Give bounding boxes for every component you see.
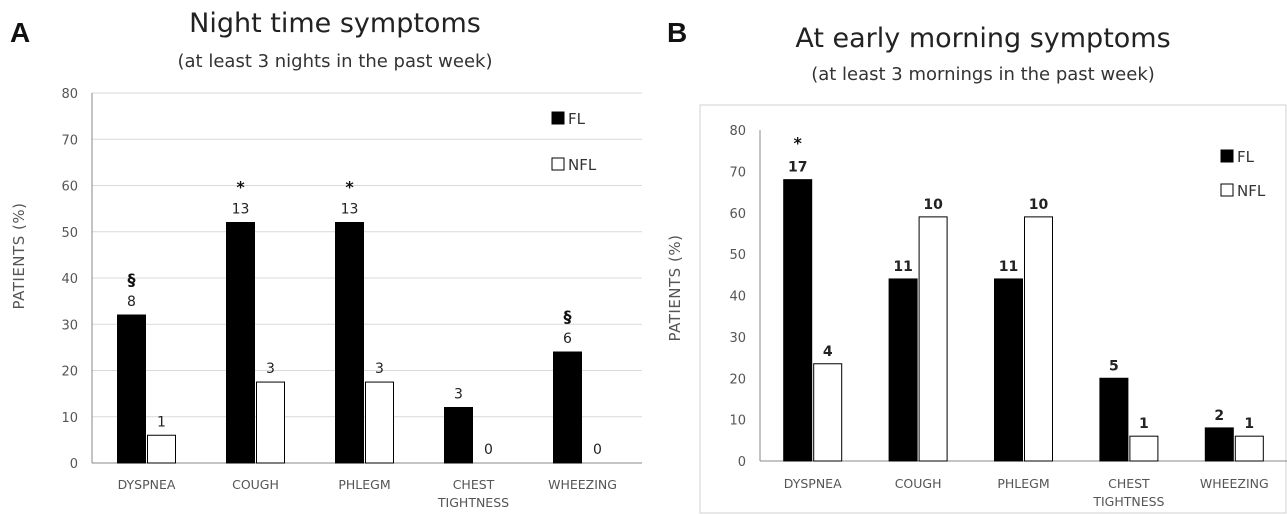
panel-a-bar-nfl xyxy=(147,434,176,464)
panel-a-y-tick-label: 10 xyxy=(61,411,78,426)
panel-b-data-label-fl: 2 xyxy=(1214,408,1224,424)
panel-b-y-tick-label: 20 xyxy=(729,372,746,387)
panel-a-title: Night time symptoms xyxy=(189,8,481,39)
panel-a-bar-nfl xyxy=(256,381,285,464)
panel-b-category-label: DYSPNEA xyxy=(784,476,842,491)
panel-a-legend-swatch-fl xyxy=(551,111,565,125)
panel-b-category-label: TIGHTNESS xyxy=(1092,494,1164,509)
panel-a-category-label: PHLEGM xyxy=(338,477,390,492)
panel-b-y-tick-label: 70 xyxy=(729,165,746,180)
panel-a-significance-mark: * xyxy=(236,178,245,197)
panel-b-y-tick-label: 60 xyxy=(729,207,746,222)
panel-b-data-label-nfl: 1 xyxy=(1139,416,1149,432)
panel-a-y-tick-label: 60 xyxy=(61,180,78,195)
panel-b-data-label-nfl: 1 xyxy=(1244,416,1254,432)
panel-a-y-tick-label: 20 xyxy=(61,365,78,380)
panel-b-y-tick-label: 0 xyxy=(738,455,746,470)
panel-a-letter: A xyxy=(10,17,30,48)
panel-a-y-tick-label: 80 xyxy=(61,87,78,102)
panel-a-y-tick-label: 30 xyxy=(61,318,78,333)
panel-b-bar-nfl xyxy=(918,216,948,462)
panel-b-data-label-fl: 5 xyxy=(1109,358,1119,374)
panel-b-y-tick-label: 30 xyxy=(729,331,746,346)
panel-b-bar-fl xyxy=(888,278,918,462)
panel-b-legend-swatch-nfl xyxy=(1220,183,1234,197)
panel-a-category-label: CHEST xyxy=(453,477,495,492)
panel-b-data-label-fl: 11 xyxy=(999,259,1018,275)
panel-a-bar-fl xyxy=(444,407,473,464)
panel-a-data-label-nfl: 0 xyxy=(593,442,602,458)
panel-a-significance-mark: § xyxy=(564,307,572,326)
panel-a-bar-fl xyxy=(553,351,582,464)
panel-a-bar-nfl xyxy=(365,381,394,464)
panel-a-data-label-nfl: 3 xyxy=(375,361,384,377)
panel-b-legend-label-nfl: NFL xyxy=(1237,182,1266,200)
panel-a-y-tick-label: 40 xyxy=(61,272,78,287)
panel-b-data-label-fl: 11 xyxy=(893,259,912,275)
panel-b-data-label-nfl: 10 xyxy=(923,197,943,213)
panel-b-bar-fl xyxy=(1099,377,1129,462)
panel-b-y-tick-label: 40 xyxy=(729,290,746,305)
panel-b-data-label-nfl: 4 xyxy=(823,344,833,360)
panel-b-bar-fl xyxy=(1204,427,1234,462)
panel-b-significance-mark: * xyxy=(794,134,803,153)
panel-a-y-tick-label: 70 xyxy=(61,133,78,148)
panel-b-legend-swatch-fl xyxy=(1220,149,1234,163)
panel-a-significance-mark: * xyxy=(345,178,354,197)
panel-a-chart: A Night time symptoms (at least 3 nights i… xyxy=(10,8,642,510)
panel-a-y-tick-label: 50 xyxy=(61,226,78,241)
panel-b-category-label: PHLEGM xyxy=(997,476,1049,491)
panel-b-title: At early morning symptoms xyxy=(795,23,1170,54)
panel-b-y-tick-label: 80 xyxy=(729,124,746,139)
panel-b-frame xyxy=(699,104,1287,514)
panel-a-legend-label-nfl: NFL xyxy=(568,156,597,174)
panel-b-category-label: COUGH xyxy=(895,476,942,491)
panel-b-data-label-fl: 17 xyxy=(788,160,807,176)
panel-b-chart: B At early morning symptoms (at least 3 mo… xyxy=(666,17,1287,514)
panel-a-data-label-fl: 8 xyxy=(127,294,136,310)
panel-a-category-label: DYSPNEA xyxy=(118,477,176,492)
panel-a-data-label-nfl: 0 xyxy=(484,442,493,458)
panel-a-bar-fl xyxy=(335,222,364,464)
panel-b-y-tick-label: 10 xyxy=(729,414,746,429)
panel-b-bar-nfl xyxy=(813,363,843,462)
panel-a-bar-fl xyxy=(226,222,255,464)
panel-b-category-label: CHEST xyxy=(1108,476,1150,491)
panel-a-category-label: WHEEZING xyxy=(548,477,617,492)
panel-b-bar-nfl xyxy=(1234,435,1264,462)
panel-a-subtitle: (at least 3 nights in the past week) xyxy=(178,51,493,72)
panel-a-data-label-fl: 13 xyxy=(232,202,250,218)
panel-a-category-label: COUGH xyxy=(232,477,279,492)
panel-b-bar-fl xyxy=(783,179,813,462)
panel-a-y-tick-label: 0 xyxy=(70,457,78,472)
panel-a-data-label-fl: 13 xyxy=(341,202,359,218)
panel-b-letter: B xyxy=(667,17,687,48)
panel-b-bar-fl xyxy=(994,278,1023,462)
panel-b-data-label-nfl: 10 xyxy=(1029,197,1049,213)
panel-b-subtitle: (at least 3 mornings in the past week) xyxy=(811,64,1155,85)
panel-a-data-label-nfl: 3 xyxy=(266,361,275,377)
panel-b-category-label: WHEEZING xyxy=(1200,476,1269,491)
panel-b-legend-label-fl: FL xyxy=(1237,148,1255,166)
panel-a-significance-mark: § xyxy=(128,270,136,289)
panel-a-data-label-nfl: 1 xyxy=(157,414,166,430)
panel-a-data-label-fl: 3 xyxy=(454,387,463,403)
panel-b-bar-nfl xyxy=(1024,216,1053,462)
panel-a-legend-swatch-nfl xyxy=(551,157,565,171)
panel-a-category-label: TIGHTNESS xyxy=(437,495,509,510)
panel-a-bar-fl xyxy=(117,314,146,464)
panel-a-y-axis-label: PATIENTS (%) xyxy=(10,203,28,310)
panel-a-data-label-fl: 6 xyxy=(563,331,572,347)
panel-a-legend-label-fl: FL xyxy=(568,110,586,128)
panel-b-y-axis-label: PATIENTS (%) xyxy=(666,235,684,342)
panel-b-y-tick-label: 50 xyxy=(729,248,746,263)
panel-b-bar-nfl xyxy=(1129,435,1159,462)
